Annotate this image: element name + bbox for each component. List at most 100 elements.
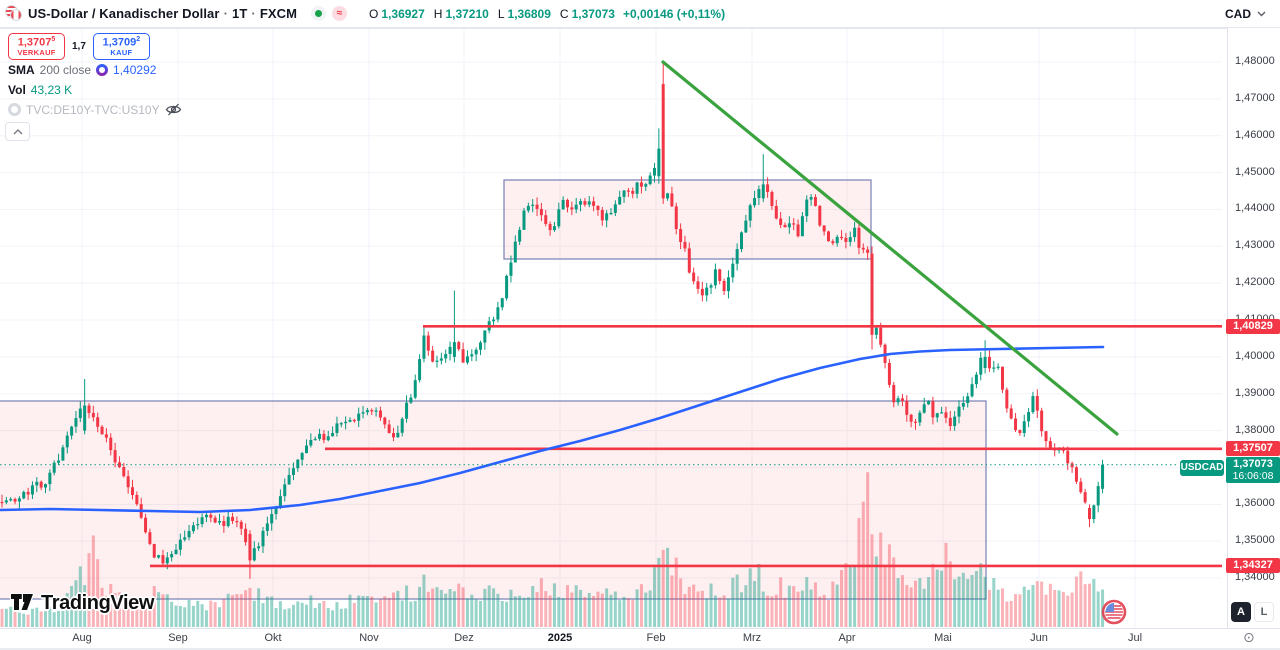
time-axis[interactable]: Aug Sep Okt Nov Dez 2025 Feb Mrz Apr Mai Jun Jul xyxy=(0,628,1280,648)
volume-bar xyxy=(165,594,169,627)
collapse-legend-button[interactable] xyxy=(5,122,30,141)
candle-body xyxy=(117,462,121,468)
volume-bar xyxy=(248,587,252,627)
volume-bar xyxy=(479,600,482,627)
volume-bar xyxy=(731,577,735,627)
log-scale-button[interactable]: L xyxy=(1254,602,1274,622)
candle-body xyxy=(870,253,874,335)
currency-selector[interactable]: CAD xyxy=(1219,5,1272,23)
candle-body xyxy=(235,521,239,523)
candle-body xyxy=(305,445,308,454)
volume-bar xyxy=(844,563,848,627)
volume-bar xyxy=(61,599,65,627)
candle-body xyxy=(748,205,752,221)
volume-bar xyxy=(1009,600,1013,627)
volume-legend-row[interactable]: Vol 43,23 K xyxy=(8,83,72,97)
scale-settings-icon[interactable]: ⊙ xyxy=(1243,629,1255,645)
volume-bar xyxy=(218,607,221,627)
volume-bar xyxy=(835,584,839,627)
delayed-data-icon[interactable]: ≈ xyxy=(332,6,348,21)
candle-body xyxy=(831,241,835,244)
candle-body xyxy=(544,215,548,224)
volume-bar xyxy=(900,575,904,627)
volume-bar xyxy=(365,596,369,627)
volume-bar xyxy=(809,589,813,627)
candle-body xyxy=(374,410,378,412)
volume-bar xyxy=(787,585,791,627)
buy-button[interactable]: 1,37092 KAUF xyxy=(92,33,150,60)
volume-bar xyxy=(766,595,770,627)
candle-body xyxy=(213,517,217,523)
volume-bar xyxy=(744,585,748,627)
volume-bar xyxy=(696,591,700,627)
candle-body xyxy=(113,450,117,463)
trade-panel: 1,37075 VERKAUF 1,7 1,37092 KAUF xyxy=(8,33,150,60)
volume-bar xyxy=(974,570,978,627)
volume-bar xyxy=(957,576,961,627)
candle-body xyxy=(361,412,365,414)
volume-bar xyxy=(914,580,917,627)
volume-bar xyxy=(813,582,817,627)
volume-bar xyxy=(953,579,957,627)
market-status-icon[interactable] xyxy=(311,6,327,21)
volume-bar xyxy=(722,595,726,627)
volume-bar xyxy=(679,578,683,627)
volume-bar xyxy=(574,585,578,627)
candle-body xyxy=(583,201,587,205)
volume-bar xyxy=(344,608,348,627)
candle-body xyxy=(122,467,126,477)
sma-name: SMA xyxy=(8,63,35,77)
candle-body xyxy=(26,491,30,495)
candle-body xyxy=(892,384,896,403)
volume-bar xyxy=(65,593,69,627)
candle-body xyxy=(1092,505,1096,520)
candle-body xyxy=(761,184,765,199)
us-event-flag-icon[interactable] xyxy=(1101,599,1127,625)
candle-body xyxy=(474,349,478,355)
candle-body xyxy=(918,412,922,423)
candle-body xyxy=(622,190,626,197)
candle-body xyxy=(818,205,822,226)
volume-bar xyxy=(1048,583,1052,627)
volume-bar xyxy=(609,594,613,627)
volume-bar xyxy=(618,600,622,627)
price-tick-label: 1,43000 xyxy=(1235,239,1275,251)
price-tick-label: 1,45000 xyxy=(1235,166,1275,178)
volume-bar xyxy=(396,590,400,627)
candle-body xyxy=(570,207,574,210)
hidden-indicator-row[interactable]: TVC:DE10Y-TVC:US10Y xyxy=(8,102,182,117)
volume-bar xyxy=(309,595,313,627)
volume-bar xyxy=(740,592,743,627)
time-axis-label: Apr xyxy=(838,632,856,644)
auto-scale-button[interactable]: A xyxy=(1231,602,1251,622)
volume-bar xyxy=(653,567,656,627)
candle-body xyxy=(465,356,469,363)
candle-body xyxy=(296,459,300,469)
candle-body xyxy=(1014,418,1018,431)
candle-body xyxy=(744,220,748,233)
price-tick-label: 1,44000 xyxy=(1235,202,1275,214)
sell-button[interactable]: 1,37075 VERKAUF xyxy=(8,33,65,60)
symbol-title[interactable]: US-Dollar / Kanadischer Dollar · 1T · FXCM xyxy=(28,6,298,21)
candle-body xyxy=(87,405,91,413)
volume-bar xyxy=(1074,576,1078,627)
interval-label[interactable]: 1T xyxy=(232,6,248,21)
volume-bar xyxy=(718,597,722,627)
volume-bar xyxy=(13,611,17,627)
eye-hidden-icon[interactable] xyxy=(165,102,182,117)
tradingview-logo[interactable]: TradingView xyxy=(10,592,154,615)
candle-body xyxy=(774,205,778,219)
volume-bar xyxy=(539,578,543,627)
candle-body xyxy=(57,460,61,463)
volume-bar xyxy=(335,602,339,627)
volume-bar xyxy=(4,608,8,627)
price-scale[interactable]: 1,48000 1,47000 1,46000 1,45000 1,44000 1,430… xyxy=(1227,28,1280,648)
candle-body xyxy=(352,419,356,422)
price-tick-label: 1,35000 xyxy=(1235,534,1275,546)
volume-bar xyxy=(905,585,909,627)
volume-bar xyxy=(409,601,413,627)
volume-bar xyxy=(135,601,139,627)
sma-legend-row[interactable]: SMA 200 close 1,40292 xyxy=(8,63,156,77)
candle-body xyxy=(30,485,34,495)
